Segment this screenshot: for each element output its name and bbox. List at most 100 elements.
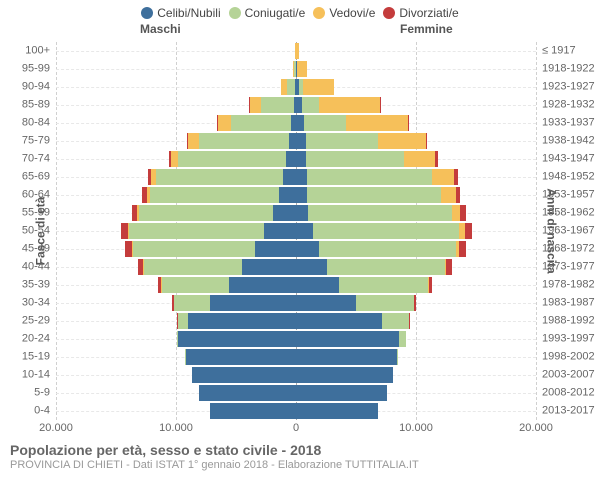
legend-swatch [141, 7, 153, 19]
bar-segment [121, 223, 128, 239]
age-label: 30-34 [22, 298, 56, 309]
bar-segment [147, 187, 150, 203]
bar-segment [296, 223, 313, 239]
bar-segment [169, 151, 171, 167]
age-label: 0-4 [34, 406, 56, 417]
footer-subtitle: PROVINCIA DI CHIETI - Dati ISTAT 1° genn… [10, 459, 600, 471]
age-label: 85-89 [22, 100, 56, 111]
gender-labels: Maschi Femmine [0, 22, 600, 40]
bar-segment [186, 349, 296, 365]
age-label: 10-14 [22, 370, 56, 381]
bar-segment [188, 313, 296, 329]
bar-segment [296, 277, 339, 293]
bar-segment [296, 295, 356, 311]
bar-segment [255, 241, 296, 257]
bar-segment [296, 403, 378, 419]
bar-segment [313, 223, 459, 239]
bar-segment [231, 115, 291, 131]
bar-segment [319, 241, 456, 257]
bar-segment [456, 187, 461, 203]
bar-segment [296, 187, 307, 203]
bar-segment [281, 79, 287, 95]
pyramid-row: 25-291988-1992 [56, 312, 536, 330]
legend-item: Coniugati/e [229, 6, 306, 20]
bar-segment [339, 277, 428, 293]
legend-label: Coniugati/e [245, 6, 306, 20]
bar-segment [429, 277, 433, 293]
bar-segment [137, 205, 139, 221]
bar-segment [293, 61, 294, 77]
bar-segment [296, 241, 319, 257]
bar-segment [139, 205, 273, 221]
pyramid-row: 30-341983-1987 [56, 294, 536, 312]
bar-segment [356, 295, 414, 311]
bar-segment [296, 43, 298, 59]
bar-segment [162, 277, 229, 293]
legend-item: Vedovi/e [313, 6, 375, 20]
bar-segment [142, 187, 146, 203]
male-label: Maschi [140, 22, 181, 36]
bar-segment [210, 295, 296, 311]
bar-segment [287, 79, 295, 95]
footer: Popolazione per età, sesso e stato civil… [10, 442, 600, 471]
pyramid-row: 5-92008-2012 [56, 384, 536, 402]
age-label: 75-79 [22, 136, 56, 147]
pyramid-row: 80-841933-1937 [56, 114, 536, 132]
bar-segment [378, 133, 426, 149]
legend-label: Celibi/Nubili [157, 6, 220, 20]
bar-segment [171, 151, 178, 167]
bar-segment [144, 259, 242, 275]
pyramid-row: 0-42013-2017 [56, 402, 536, 420]
birth-year-label: 2003-2007 [536, 370, 595, 381]
legend-item: Divorziati/e [383, 6, 458, 20]
age-label: 100+ [25, 46, 56, 57]
bar-segment [177, 313, 188, 329]
birth-year-label: 1968-1972 [536, 244, 595, 255]
bar-segment [151, 169, 156, 185]
bar-segment [404, 151, 435, 167]
bar-segment [460, 205, 466, 221]
legend-swatch [383, 7, 395, 19]
bar-segment [296, 205, 308, 221]
birth-year-label: 1978-1982 [536, 280, 595, 291]
bar-segment [308, 205, 452, 221]
bar-segment [156, 169, 283, 185]
bar-segment [399, 331, 406, 347]
bar-segment [273, 205, 296, 221]
age-label: 80-84 [22, 118, 56, 129]
bar-segment [289, 133, 296, 149]
age-label: 55-59 [22, 208, 56, 219]
bar-segment [279, 187, 296, 203]
age-label: 70-74 [22, 154, 56, 165]
bar-segment [286, 151, 296, 167]
bar-segment [346, 115, 407, 131]
birth-year-label: ≤ 1917 [536, 46, 576, 57]
bar-segment [441, 187, 455, 203]
bar-segment [296, 313, 382, 329]
bar-segment [132, 205, 137, 221]
bar-segment [452, 205, 460, 221]
bar-segment [133, 241, 255, 257]
pyramid-row: 15-191998-2002 [56, 348, 536, 366]
pyramid-row: 100+≤ 1917 [56, 42, 536, 60]
birth-year-label: 1973-1977 [536, 262, 595, 273]
bar-segment [132, 241, 133, 257]
bar-segment [296, 385, 387, 401]
birth-year-label: 1958-1962 [536, 208, 595, 219]
age-label: 45-49 [22, 244, 56, 255]
x-tick: 20.000 [519, 422, 553, 434]
bar-segment [304, 115, 346, 131]
female-label: Femmine [400, 22, 453, 36]
age-label: 20-24 [22, 334, 56, 345]
pyramid-row: 50-541963-1967 [56, 222, 536, 240]
bar-segment [178, 151, 286, 167]
pyramid-row: 70-741943-1947 [56, 150, 536, 168]
bar-segment [192, 367, 296, 383]
pyramid-row: 85-891928-1932 [56, 96, 536, 114]
pyramid-row: 35-391978-1982 [56, 276, 536, 294]
bar-segment [129, 223, 263, 239]
birth-year-label: 2008-2012 [536, 388, 595, 399]
bar-segment [408, 115, 409, 131]
bar-segment [150, 187, 280, 203]
bar-segment [296, 115, 304, 131]
